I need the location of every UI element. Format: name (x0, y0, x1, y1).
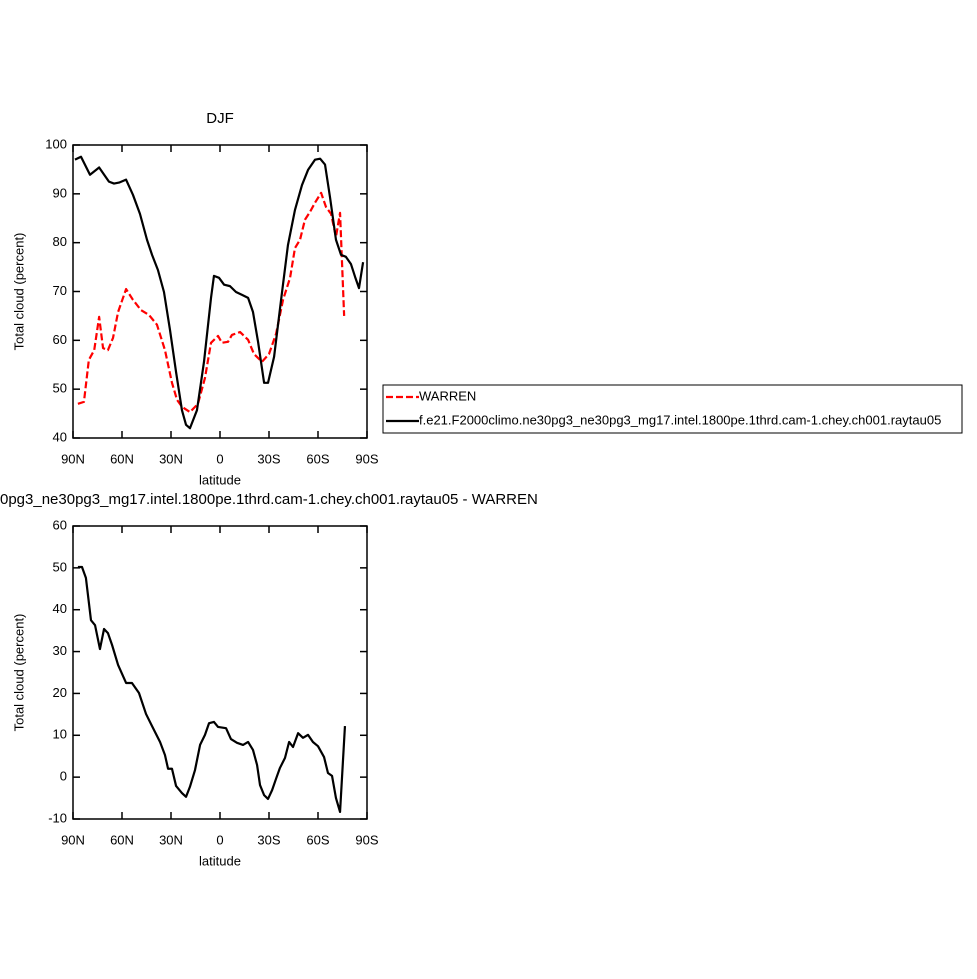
y-tick-label: 60 (53, 332, 67, 347)
x-tick-label: 90S (355, 451, 378, 466)
y-tick-label: 100 (45, 136, 67, 151)
x-tick-label: 60S (306, 451, 329, 466)
y-tick-label: 30 (53, 643, 67, 658)
y-tick-label: 80 (53, 234, 67, 249)
x-tick-label: 60S (306, 832, 329, 847)
y-tick-label: 20 (53, 685, 67, 700)
y-tick-label: 90 (53, 185, 67, 200)
plot-frame (72, 144, 368, 439)
legend-box (382, 384, 963, 434)
data-line (77, 565, 347, 813)
chart-title: DJF (206, 110, 234, 127)
y-axis-label: Total cloud (percent) (11, 614, 26, 732)
y-tick-label: 0 (60, 769, 67, 784)
data-line (77, 191, 346, 414)
y-tick-label: -10 (48, 810, 67, 825)
x-tick-label: 0 (216, 451, 223, 466)
y-tick-label: 70 (53, 283, 67, 298)
y-tick-label: 50 (53, 559, 67, 574)
x-tick-label: 60N (110, 832, 134, 847)
x-tick-label: 90S (355, 832, 378, 847)
x-tick-label: 30N (159, 832, 183, 847)
x-axis-label: latitude (199, 853, 241, 868)
x-tick-label: 90N (61, 451, 85, 466)
x-tick-label: 30S (257, 451, 280, 466)
y-tick-label: 40 (53, 429, 67, 444)
legend-label: WARREN (419, 388, 476, 403)
x-tick-label: 0 (216, 832, 223, 847)
plot-frame (72, 525, 368, 820)
data-line (74, 155, 365, 430)
y-tick-label: 10 (53, 727, 67, 742)
y-tick-label: 40 (53, 601, 67, 616)
y-axis-label: Total cloud (percent) (11, 233, 26, 351)
chart-title: 0pg3_ne30pg3_mg17.intel.1800pe.1thrd.cam… (0, 491, 538, 508)
x-tick-label: 90N (61, 832, 85, 847)
x-tick-label: 60N (110, 451, 134, 466)
y-tick-label: 50 (53, 381, 67, 396)
y-tick-label: 60 (53, 517, 67, 532)
x-axis-label: latitude (199, 472, 241, 487)
legend-label: f.e21.F2000climo.ne30pg3_ne30pg3_mg17.in… (419, 412, 941, 427)
x-tick-label: 30S (257, 832, 280, 847)
x-tick-label: 30N (159, 451, 183, 466)
